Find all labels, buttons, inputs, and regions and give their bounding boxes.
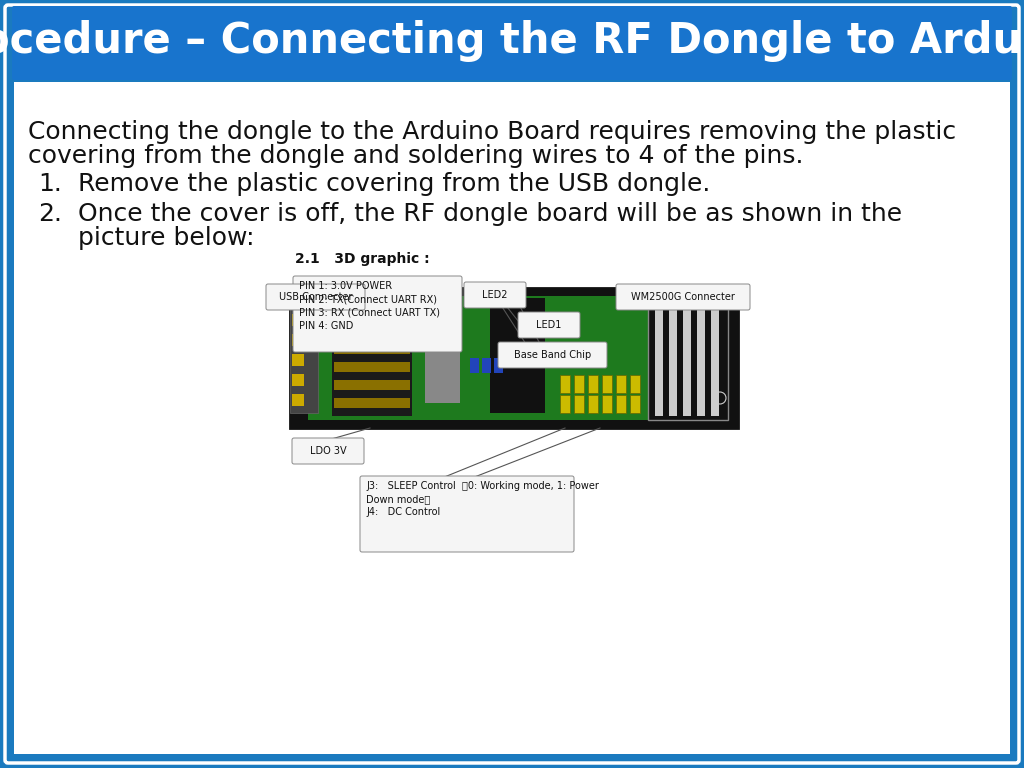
Text: 1.: 1. xyxy=(38,172,61,196)
Text: 2.: 2. xyxy=(38,202,62,226)
Text: 2.1   3D graphic :: 2.1 3D graphic : xyxy=(295,252,430,266)
Text: WM2500G Connecter: WM2500G Connecter xyxy=(631,292,735,302)
Text: covering from the dongle and soldering wires to 4 of the pins.: covering from the dongle and soldering w… xyxy=(28,144,804,168)
Bar xyxy=(669,300,677,416)
Bar xyxy=(292,374,304,386)
FancyBboxPatch shape xyxy=(266,284,365,310)
Bar xyxy=(574,375,584,393)
Bar xyxy=(630,375,640,393)
Bar xyxy=(425,313,460,403)
Bar xyxy=(616,395,626,413)
Text: picture below:: picture below: xyxy=(78,226,255,250)
Text: USB Connecter: USB Connecter xyxy=(279,292,352,302)
Bar xyxy=(574,395,584,413)
Bar xyxy=(334,326,410,336)
Bar xyxy=(494,358,503,373)
Bar xyxy=(292,394,304,406)
Bar xyxy=(560,395,570,413)
Text: Once the cover is off, the RF dongle board will be as shown in the: Once the cover is off, the RF dongle boa… xyxy=(78,202,902,226)
Bar xyxy=(292,314,304,326)
Text: Procedure – Connecting the RF Dongle to Arduino: Procedure – Connecting the RF Dongle to … xyxy=(0,20,1024,62)
FancyBboxPatch shape xyxy=(464,282,526,308)
Bar xyxy=(602,375,612,393)
Text: LED1: LED1 xyxy=(537,320,562,330)
Bar xyxy=(334,398,410,408)
Bar xyxy=(334,380,410,390)
Text: PIN 1: 3.0V POWER
PIN 2: TX(Connect UART RX)
PIN 3: RX (Connect UART TX)
PIN 4: : PIN 1: 3.0V POWER PIN 2: TX(Connect UART… xyxy=(299,281,440,330)
FancyBboxPatch shape xyxy=(616,284,750,310)
Bar xyxy=(334,344,410,354)
Bar xyxy=(616,375,626,393)
FancyBboxPatch shape xyxy=(5,5,1019,763)
Bar xyxy=(648,296,728,420)
Bar xyxy=(490,298,545,413)
Bar xyxy=(308,296,720,420)
Bar xyxy=(560,375,570,393)
Text: LDO 3V: LDO 3V xyxy=(309,446,346,456)
FancyBboxPatch shape xyxy=(292,438,364,464)
Bar xyxy=(655,300,663,416)
FancyBboxPatch shape xyxy=(518,312,580,338)
Bar xyxy=(588,375,598,393)
Bar xyxy=(602,395,612,413)
Bar xyxy=(292,354,304,366)
Bar xyxy=(697,300,705,416)
FancyBboxPatch shape xyxy=(14,82,1010,754)
Bar xyxy=(711,300,719,416)
Bar xyxy=(292,334,304,346)
FancyBboxPatch shape xyxy=(293,276,462,352)
Text: J3:   SLEEP Control  （0: Working mode, 1: Power
Down mode）
J4:   DC Control: J3: SLEEP Control （0: Working mode, 1: P… xyxy=(366,481,599,518)
Bar xyxy=(332,298,412,416)
Bar xyxy=(334,362,410,372)
Text: LED2: LED2 xyxy=(482,290,508,300)
FancyBboxPatch shape xyxy=(498,342,607,368)
FancyBboxPatch shape xyxy=(12,6,1012,80)
Bar xyxy=(290,303,318,413)
FancyBboxPatch shape xyxy=(360,476,574,552)
Text: Remove the plastic covering from the USB dongle.: Remove the plastic covering from the USB… xyxy=(78,172,711,196)
Bar xyxy=(588,395,598,413)
Bar xyxy=(470,358,479,373)
Bar xyxy=(630,395,640,413)
Text: Connecting the dongle to the Arduino Board requires removing the plastic: Connecting the dongle to the Arduino Boa… xyxy=(28,120,956,144)
Bar xyxy=(482,358,490,373)
Text: Base Band Chip: Base Band Chip xyxy=(514,350,591,360)
Bar xyxy=(334,308,410,318)
Bar xyxy=(290,288,738,428)
Bar xyxy=(683,300,691,416)
